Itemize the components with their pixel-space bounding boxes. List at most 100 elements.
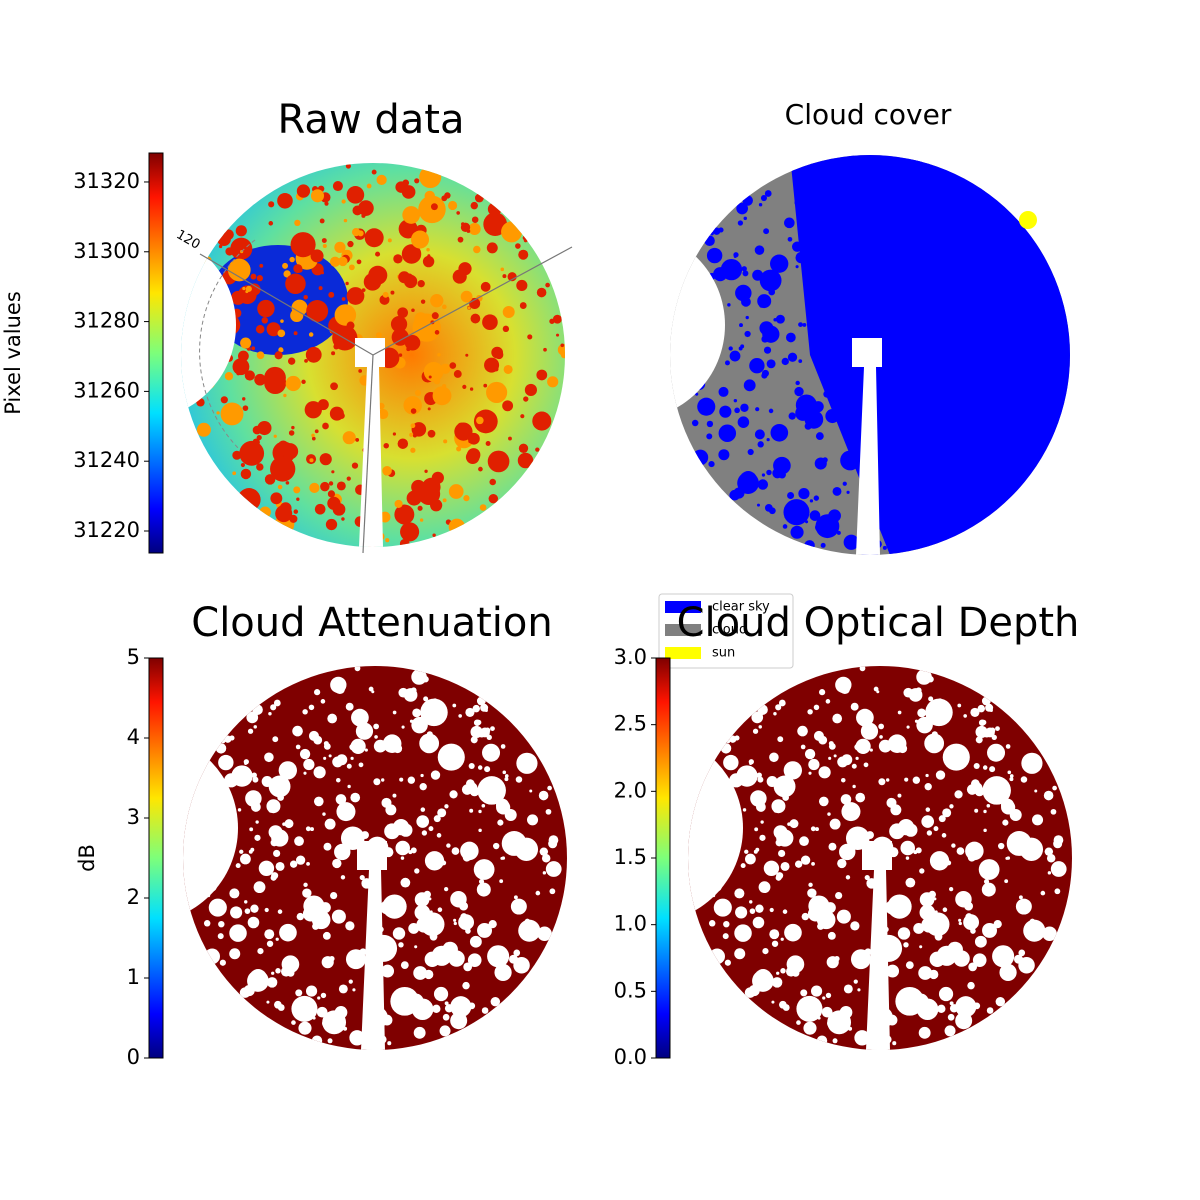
blob	[266, 753, 271, 757]
blob	[411, 308, 415, 313]
blob	[424, 851, 445, 871]
blob	[500, 856, 504, 860]
blob	[473, 245, 481, 254]
colorbar-tick-label: 3.0	[614, 645, 647, 669]
blob	[444, 1001, 449, 1006]
blob	[733, 255, 737, 259]
blob	[924, 733, 945, 754]
blob	[743, 379, 756, 392]
blob	[327, 490, 336, 498]
blob	[934, 416, 940, 423]
blob	[729, 735, 737, 743]
blob	[925, 698, 953, 727]
polar-grid	[362, 354, 374, 554]
blob	[399, 777, 404, 782]
blob	[895, 271, 900, 276]
blob	[839, 193, 848, 202]
blob	[822, 996, 826, 1000]
mask-pole	[355, 338, 385, 547]
blob	[313, 796, 324, 807]
blob	[729, 350, 741, 362]
blob	[1018, 957, 1035, 974]
blob	[421, 830, 428, 836]
blob	[758, 725, 762, 729]
blob	[448, 484, 464, 499]
blob	[848, 155, 855, 161]
blob	[321, 238, 327, 243]
blob	[252, 776, 259, 783]
blob	[535, 890, 541, 896]
polar-grid	[372, 246, 573, 356]
blob	[779, 1000, 787, 1009]
blob	[917, 708, 927, 718]
blob	[739, 471, 758, 489]
blob	[332, 180, 343, 192]
blob	[420, 299, 426, 304]
blob	[400, 877, 411, 888]
blob	[444, 886, 449, 892]
blob	[897, 710, 902, 715]
blob	[255, 324, 265, 334]
blob	[786, 966, 797, 977]
blob	[255, 820, 259, 824]
blob	[993, 339, 1000, 346]
blob	[334, 843, 351, 861]
blob	[309, 482, 320, 494]
blob	[925, 321, 931, 327]
blob	[463, 495, 470, 502]
blob	[968, 303, 973, 308]
blob	[264, 474, 276, 485]
blob	[233, 933, 238, 939]
blob	[915, 847, 922, 854]
blob	[313, 689, 321, 696]
blob	[788, 412, 796, 420]
blob	[218, 920, 225, 928]
blob	[850, 921, 860, 931]
blob	[820, 204, 831, 215]
blob	[348, 979, 353, 984]
blob	[844, 249, 848, 253]
blob	[487, 945, 510, 968]
blob	[832, 713, 843, 724]
blob	[232, 358, 250, 376]
blob	[474, 193, 484, 203]
blob	[866, 831, 874, 840]
blob	[995, 726, 1000, 731]
blob	[740, 403, 749, 412]
blob	[541, 854, 551, 863]
blob	[478, 809, 482, 814]
blob	[944, 339, 949, 345]
blob	[984, 199, 988, 203]
blob	[990, 217, 995, 223]
blob	[266, 977, 278, 988]
blob	[905, 998, 912, 1005]
blob	[734, 888, 745, 899]
blob	[959, 412, 967, 420]
blob	[775, 704, 782, 711]
blob	[244, 761, 248, 765]
blob	[840, 450, 861, 471]
blob	[910, 531, 923, 544]
blob	[408, 923, 420, 934]
blob	[790, 525, 804, 539]
blob	[287, 357, 296, 365]
blob	[782, 524, 788, 529]
blob	[803, 1021, 817, 1035]
blob	[954, 790, 963, 799]
blob	[773, 825, 788, 840]
blob	[529, 789, 533, 793]
blob	[310, 249, 324, 263]
blob	[1047, 304, 1054, 310]
blob	[853, 255, 858, 261]
blob	[887, 894, 912, 919]
blob	[392, 793, 397, 798]
blob	[949, 1001, 954, 1006]
blob	[469, 387, 474, 391]
blob	[955, 996, 977, 1018]
blob	[239, 849, 244, 854]
blob	[764, 504, 773, 512]
blob	[310, 827, 314, 832]
blob	[856, 708, 874, 727]
blob	[312, 922, 320, 930]
blob	[247, 728, 254, 734]
